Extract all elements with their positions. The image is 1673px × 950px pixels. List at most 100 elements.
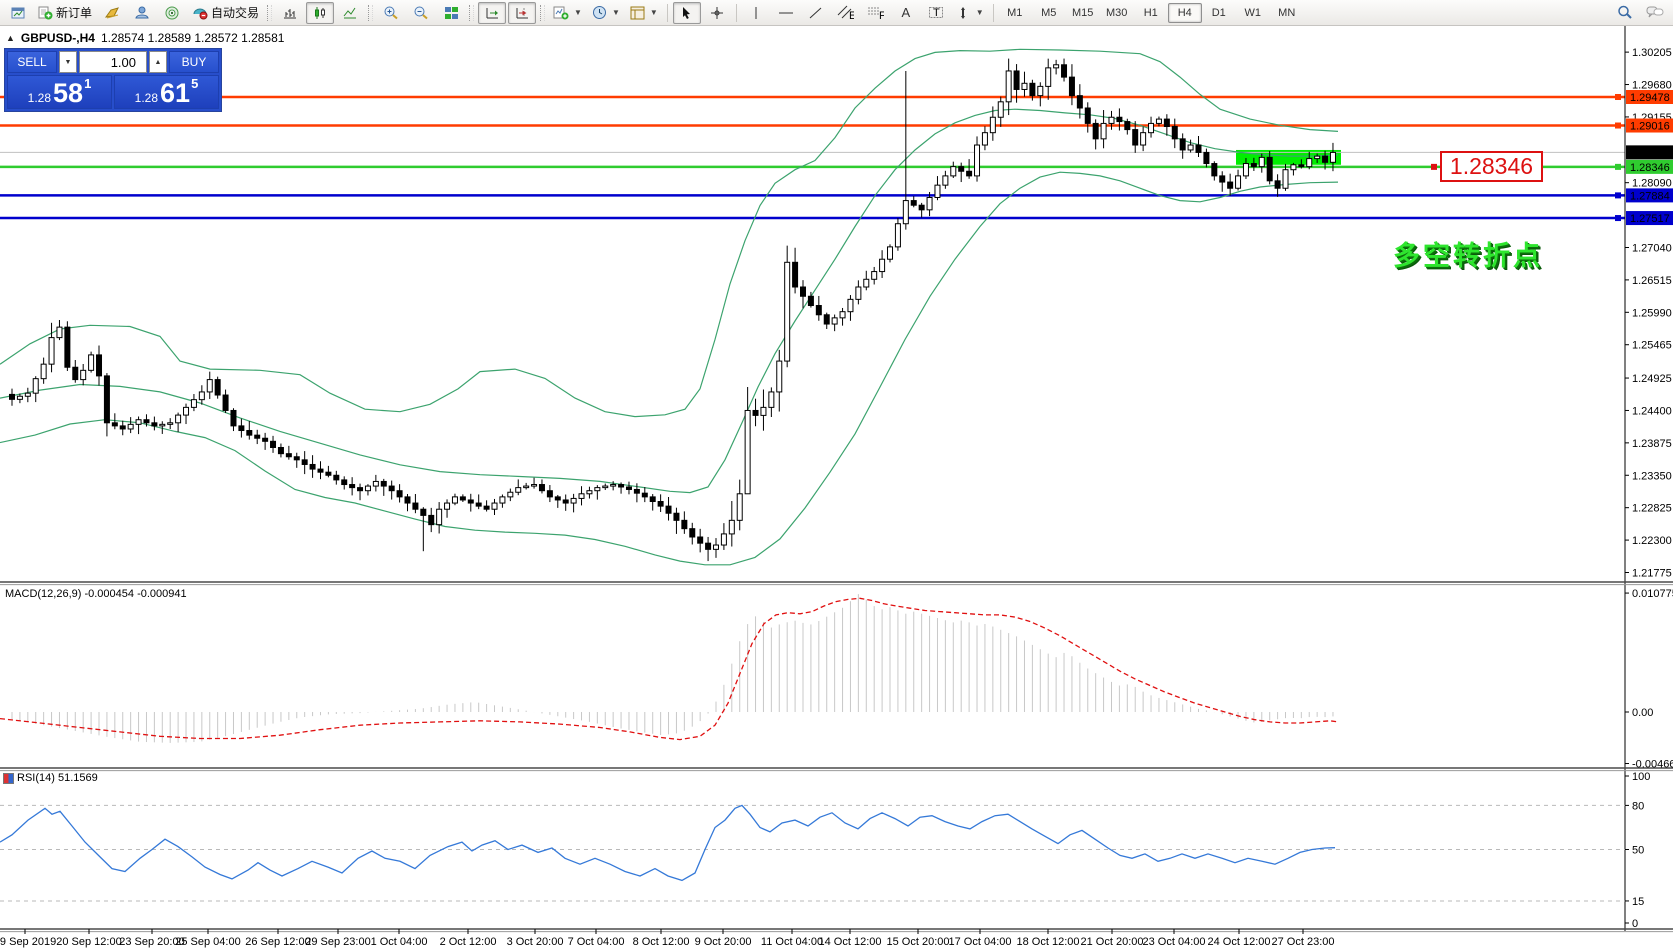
svg-text:F: F	[879, 10, 884, 20]
timeframe-H1[interactable]: H1	[1143, 6, 1158, 19]
rsi-indicator-icon	[3, 772, 14, 784]
hline-marker[interactable]	[1615, 192, 1621, 199]
price-tick-label: 1.25465	[1632, 340, 1672, 352]
text-icon[interactable]: A	[901, 5, 911, 20]
autotrade-label: 自动交易	[211, 6, 260, 20]
price-tick-label: 1.24925	[1632, 373, 1672, 385]
search-icon[interactable]	[1611, 2, 1639, 24]
time-axis-label: 15 Oct 20:00	[887, 936, 950, 948]
cursor-icon[interactable]	[672, 1, 701, 24]
macd-label: MACD(12,26,9) -0.000454 -0.000941	[5, 588, 187, 600]
time-axis-label: 8 Oct 12:00	[633, 936, 690, 948]
time-axis-label: 23 Sep 20:00	[119, 936, 184, 948]
main-toolbar: 新订单 自动交易 ▼ ▼	[0, 0, 1673, 26]
vertical-line-icon[interactable]	[742, 2, 770, 24]
fibonacci-icon[interactable]: F	[862, 2, 890, 24]
price-tick-label: 1.26515	[1632, 275, 1672, 287]
buy-button[interactable]: BUY	[169, 51, 219, 73]
symbol-name: GBPUSD-,H4	[20, 31, 95, 45]
timeframe-MN[interactable]: MN	[1278, 6, 1296, 19]
price-tick-label: 1.29680	[1632, 80, 1672, 92]
chat-icon[interactable]	[1641, 2, 1669, 24]
timeframe-W1[interactable]: W1	[1244, 6, 1261, 19]
price-tick-label: 1.22300	[1632, 535, 1672, 547]
hline-marker[interactable]	[1615, 163, 1621, 170]
timeframe-D1[interactable]: D1	[1211, 6, 1226, 19]
macd-panel	[0, 594, 1339, 743]
timeframe-M15[interactable]: M15	[1072, 6, 1094, 19]
volume-increase-button[interactable]: ▲	[149, 51, 167, 73]
volume-input[interactable]: 1.00	[79, 51, 147, 73]
timeframe-M30[interactable]: M30	[1106, 6, 1128, 19]
profile-icon[interactable]	[128, 2, 156, 24]
price-tick-label: 1.30205	[1632, 47, 1672, 59]
macd-tick-label: 0.00	[1632, 707, 1653, 719]
time-axis-label: 9 Oct 20:00	[695, 936, 752, 948]
chart-shift-icon[interactable]	[508, 1, 537, 24]
chart-canvas[interactable]: 1.302051.296801.291551.280901.270401.265…	[0, 26, 1673, 950]
period-clock-icon[interactable]: ▼	[588, 2, 624, 24]
price-callout-box[interactable]: 1.28346	[1440, 151, 1543, 182]
sell-price-pip: 1	[84, 76, 92, 91]
time-axis-label: 25 Sep 04:00	[175, 936, 240, 948]
time-axis-label: 19 Sep 2019	[0, 936, 56, 948]
hline-marker[interactable]	[1615, 122, 1621, 129]
sell-price-display[interactable]: 1.28 58 1	[7, 75, 112, 109]
rsi-tick-label: 100	[1632, 771, 1650, 783]
hline-price-label: 1.29478	[1630, 92, 1670, 104]
rsi-label: RSI(14) 51.1569	[3, 772, 98, 784]
timeframe-H4[interactable]: H4	[1167, 2, 1202, 23]
price-tick-label: 1.24400	[1632, 405, 1672, 417]
window-icon[interactable]	[4, 2, 32, 24]
rsi-tick-label: 50	[1632, 845, 1644, 857]
horizontal-line-icon[interactable]	[772, 2, 800, 24]
tile-windows-icon[interactable]	[437, 2, 465, 24]
volume-decrease-button[interactable]: ▼	[59, 51, 77, 73]
buy-price-display[interactable]: 1.28 61 5	[114, 75, 219, 109]
signal-icon[interactable]	[158, 2, 186, 24]
arrows-icon[interactable]: ▼	[952, 2, 988, 24]
zoom-out-icon[interactable]	[407, 2, 435, 24]
collapse-panel-icon[interactable]: ▲	[6, 33, 15, 43]
zoom-in-icon[interactable]	[377, 2, 405, 24]
text-label-icon[interactable]: T	[922, 2, 950, 24]
indicators-add-icon[interactable]: ▼	[549, 2, 586, 24]
history-icon[interactable]	[98, 2, 126, 24]
price-tick-label: 1.28090	[1632, 178, 1672, 190]
bar-chart-icon[interactable]	[276, 2, 304, 24]
macd-tick-label: -0.004668	[1632, 759, 1673, 771]
arrows-caret-icon: ▼	[975, 8, 984, 17]
time-axis-label: 20 Sep 12:00	[56, 936, 121, 948]
trendline-icon[interactable]	[802, 2, 830, 24]
sell-price-prefix: 1.28	[27, 91, 52, 105]
hline-marker[interactable]	[1615, 94, 1621, 100]
candlestick-icon[interactable]	[306, 1, 335, 24]
time-axis-label: 29 Sep 23:00	[305, 936, 370, 948]
quote-values: 1.28574 1.28589 1.28572 1.28581	[100, 31, 285, 45]
hline-marker[interactable]	[1615, 215, 1621, 222]
new-order-button[interactable]: 新订单	[34, 2, 96, 24]
symbol-header: ▲ GBPUSD-,H4 1.28574 1.28589 1.28572 1.2…	[6, 31, 284, 45]
turning-point-annotation: 多空转折点	[1393, 241, 1543, 271]
sell-button[interactable]: SELL	[7, 51, 57, 73]
sell-price-main: 58	[53, 78, 84, 108]
price-tick-label: 1.23875	[1632, 438, 1672, 450]
callout-anchor-marker[interactable]	[1431, 163, 1437, 170]
timeframe-M1[interactable]: M1	[1007, 6, 1023, 19]
auto-scroll-icon[interactable]	[478, 1, 507, 24]
channel-icon[interactable]: E	[832, 2, 860, 24]
price-tick-label: 1.25990	[1632, 307, 1672, 319]
autotrade-button[interactable]: 自动交易	[188, 2, 263, 24]
line-chart-icon[interactable]	[336, 2, 364, 24]
hline-price-label: 1.29016	[1630, 121, 1670, 133]
timeframe-M5[interactable]: M5	[1041, 6, 1057, 19]
time-axis-label: 23 Oct 04:00	[1143, 936, 1206, 948]
crosshair-icon[interactable]	[703, 2, 731, 24]
indicators-caret-icon: ▼	[574, 8, 582, 17]
svg-text:E: E	[849, 10, 854, 20]
templates-icon[interactable]: ▼	[626, 2, 662, 24]
price-tick-label: 1.27040	[1632, 242, 1672, 254]
one-click-trading-panel: SELL ▼ 1.00 ▲ BUY 1.28 58 1 1.28 61 5	[4, 48, 222, 112]
period-caret-icon: ▼	[611, 8, 620, 17]
hline-price-label: 1.27517	[1630, 213, 1670, 225]
